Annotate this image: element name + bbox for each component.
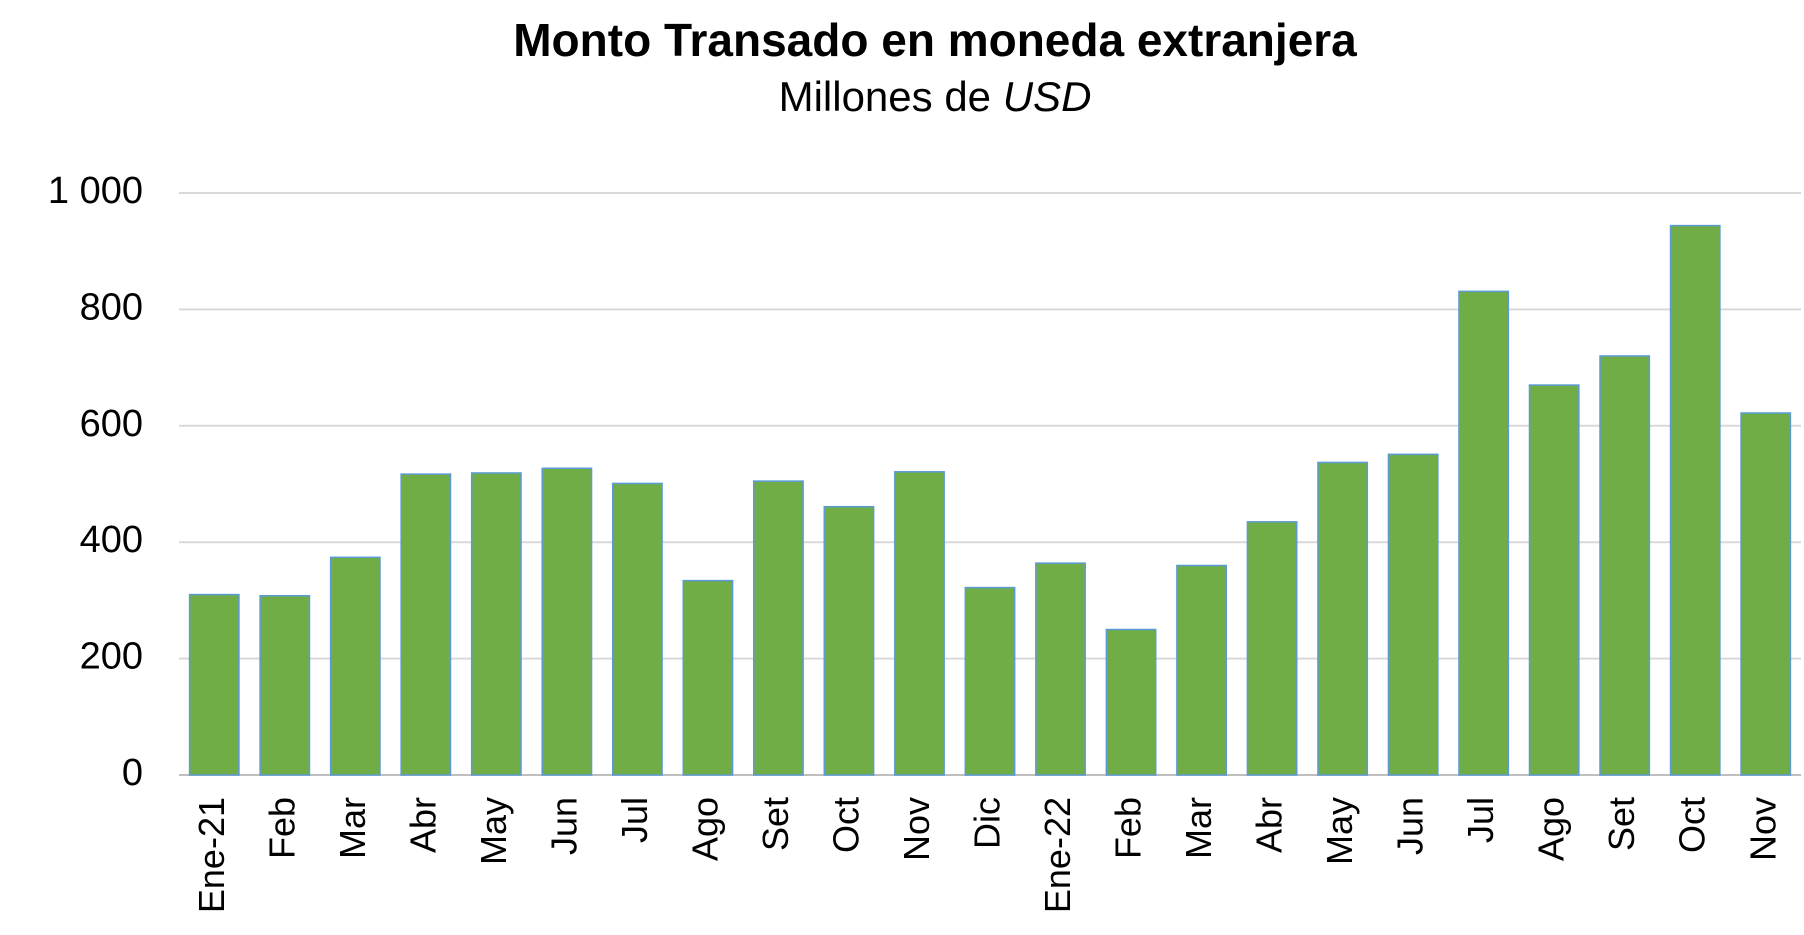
x-tick-label: Mar (332, 797, 373, 859)
bar (1035, 562, 1086, 776)
bar (400, 473, 452, 776)
subtitle-unit: USD (1003, 73, 1092, 120)
y-tick-label: 800 (80, 286, 143, 328)
x-tick-label: Oct (825, 797, 866, 853)
x-tick-label: Jul (1460, 797, 1501, 843)
x-tick-label: Jun (543, 797, 584, 855)
x-tick-label: Nov (896, 797, 937, 861)
y-tick-label: 400 (80, 519, 143, 561)
y-tick-label: 600 (80, 403, 143, 445)
bar (964, 586, 1016, 776)
x-tick-label: Nov (1742, 797, 1783, 861)
x-tick-label: Ago (684, 797, 725, 861)
y-tick-label: 200 (80, 636, 143, 678)
x-tick-label: Ene-21 (191, 797, 232, 913)
bar (1599, 355, 1651, 776)
bar (823, 505, 875, 776)
x-tick-label: May (473, 797, 514, 865)
x-tick-label: Set (1601, 797, 1642, 851)
bar (1669, 224, 1721, 776)
y-tick-label: 1 000 (48, 170, 143, 212)
bar (1387, 453, 1439, 776)
x-tick-label: Abr (402, 797, 443, 853)
x-tick-label: Ene-22 (1037, 797, 1078, 913)
chart-title: Monto Transado en moneda extranjera (513, 14, 1357, 66)
bar (1740, 412, 1792, 776)
x-tick-label: Feb (261, 797, 302, 859)
chart-subtitle: Millones de USD (779, 73, 1092, 120)
bar (1176, 564, 1227, 776)
bar (1246, 521, 1298, 776)
bar (259, 594, 311, 776)
x-tick-label: May (1319, 797, 1360, 865)
x-tick-label: Jun (1390, 797, 1431, 855)
bar (894, 471, 945, 776)
bar (1528, 384, 1580, 776)
bar (329, 556, 381, 776)
bar (541, 467, 593, 776)
x-tick-label: Jul (614, 797, 655, 843)
x-tick-label: Oct (1672, 797, 1713, 853)
bar (611, 482, 663, 776)
y-tick-label: 0 (122, 752, 143, 794)
subtitle-text: Millones de (779, 73, 991, 120)
bar (682, 579, 734, 776)
bar (188, 593, 240, 776)
bar (1458, 290, 1510, 776)
bar (470, 472, 522, 776)
x-tick-label: Abr (1249, 797, 1290, 853)
bar (1105, 628, 1157, 776)
x-tick-label: Feb (1108, 797, 1149, 859)
x-tick-label: Set (755, 797, 796, 851)
x-tick-label: Ago (1531, 797, 1572, 861)
bar (753, 480, 804, 776)
x-tick-label: Dic (967, 797, 1008, 849)
bar (1317, 461, 1369, 776)
x-tick-label: Mar (1178, 797, 1219, 859)
